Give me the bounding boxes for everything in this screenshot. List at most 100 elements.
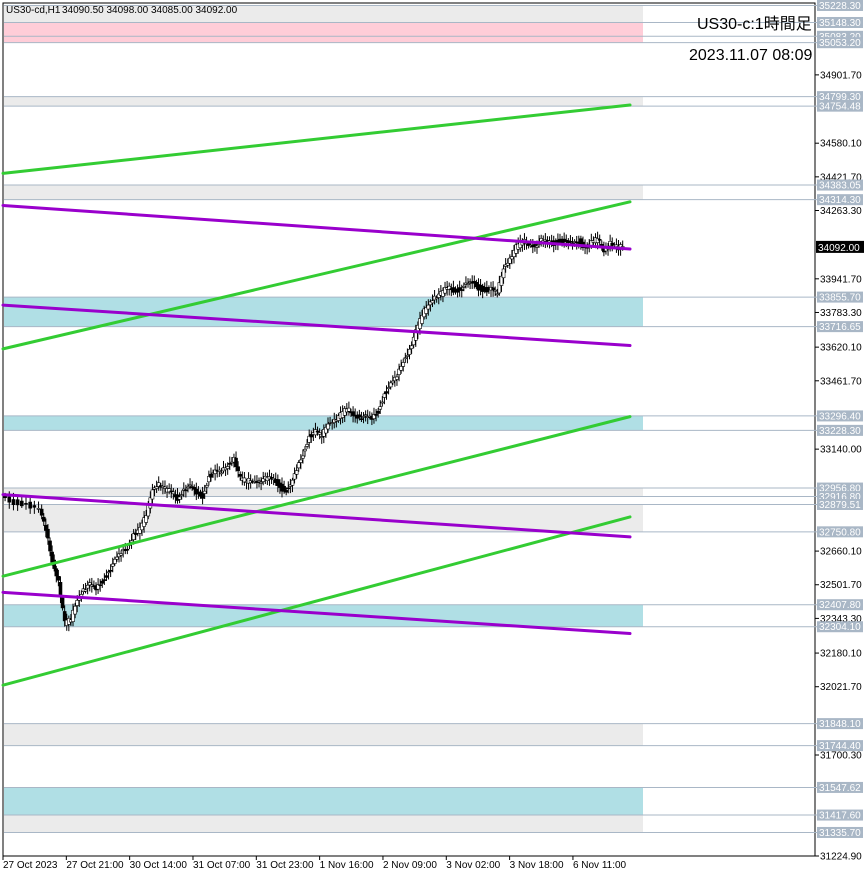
candle-body xyxy=(98,584,102,587)
trendline-green xyxy=(1,515,632,687)
candle-body xyxy=(32,505,37,508)
candle-body xyxy=(202,490,207,494)
candle-body xyxy=(395,376,399,380)
candle-body xyxy=(363,414,368,417)
candle-body xyxy=(276,479,280,486)
zone-label: 31335.70 xyxy=(819,828,861,839)
zone-rect xyxy=(4,415,643,431)
zone-label: 34754.48 xyxy=(819,102,861,113)
candle-body xyxy=(85,584,90,589)
zone-label: 33296.40 xyxy=(819,411,861,422)
candle-body xyxy=(426,304,431,310)
zone-label-box xyxy=(817,179,863,191)
zone-label-box xyxy=(817,321,863,333)
zone-label: 32879.51 xyxy=(819,500,861,511)
price-tick-label: 34580.10 xyxy=(820,139,862,150)
candle-body xyxy=(411,336,416,346)
zone-label-box xyxy=(817,100,863,112)
candle-body xyxy=(508,257,512,264)
candle-body xyxy=(441,290,445,297)
candle-body xyxy=(83,589,88,592)
candle-body xyxy=(305,444,309,447)
candle-body xyxy=(319,436,324,438)
zone-label: 32750.80 xyxy=(819,527,861,538)
candle-body xyxy=(361,416,366,418)
candle-body xyxy=(493,289,497,292)
candle-body xyxy=(50,551,54,563)
candle-body xyxy=(299,459,303,463)
time-tick-label: 3 Nov 02:00 xyxy=(446,860,500,871)
candle-body xyxy=(376,410,380,414)
candle-body xyxy=(242,477,247,483)
candle-body xyxy=(39,508,44,516)
candle-body xyxy=(413,329,418,341)
zone-label: 31848.10 xyxy=(819,719,861,730)
zone-rect xyxy=(4,22,643,43)
candle-body xyxy=(73,605,77,615)
zone-label-box xyxy=(817,621,863,633)
candle-body xyxy=(56,576,61,581)
zone-rect xyxy=(4,185,643,200)
zone-label: 32956.80 xyxy=(819,484,861,495)
candle-body xyxy=(106,571,111,574)
price-tick-label: 32180.10 xyxy=(820,649,862,660)
candle-body xyxy=(15,499,20,506)
candle-body xyxy=(292,473,297,480)
candle-body xyxy=(357,414,362,418)
candle-body xyxy=(150,489,155,500)
candle-body xyxy=(102,579,107,581)
zone-label-box xyxy=(817,194,863,206)
candle-body xyxy=(184,489,188,492)
candle-body xyxy=(384,391,389,394)
zone-label-box xyxy=(817,30,863,42)
price-tick-label: 33783.30 xyxy=(820,308,862,319)
zone-label: 35228.30 xyxy=(819,1,861,12)
candle-body xyxy=(533,244,537,246)
candle-body xyxy=(104,575,109,578)
zone-label-box xyxy=(817,826,863,838)
zone-label-box xyxy=(817,91,863,103)
zone-label: 31547.62 xyxy=(819,783,861,794)
candle-body xyxy=(382,393,387,398)
zone-label-box xyxy=(817,16,863,28)
zone-label-box xyxy=(817,599,863,611)
candle-body xyxy=(284,490,288,493)
candle-body xyxy=(217,469,222,472)
price-tick-label: 34263.30 xyxy=(820,206,862,217)
time-tick-label: 30 Oct 14:00 xyxy=(130,860,188,871)
candle-body xyxy=(227,463,232,465)
candle-body xyxy=(374,414,378,416)
candle-body xyxy=(177,496,182,500)
price-tick-label: 34901.70 xyxy=(820,70,862,81)
candle-body xyxy=(179,494,184,496)
candle-body xyxy=(261,478,266,482)
candle-body xyxy=(28,501,32,509)
candle-body xyxy=(430,300,435,304)
candle-body xyxy=(424,307,429,314)
candle-body xyxy=(351,411,355,416)
zone-label: 33716.65 xyxy=(819,322,861,333)
zone-rect xyxy=(4,604,643,627)
zone-label: 35148.30 xyxy=(819,18,861,29)
candle-body xyxy=(11,499,16,506)
candle-body xyxy=(436,293,441,298)
candle-body xyxy=(41,516,46,522)
price-tick-label: 33620.10 xyxy=(820,343,862,354)
candle-body xyxy=(505,262,510,266)
candle-body xyxy=(230,461,234,464)
candle-body xyxy=(568,241,573,243)
zone-label-box xyxy=(817,498,863,510)
candle-body xyxy=(288,484,293,487)
candle-body xyxy=(163,486,167,489)
time-tick-label: 27 Oct 2023 xyxy=(3,860,58,871)
candle-body xyxy=(372,414,376,419)
candle-body xyxy=(610,242,615,246)
zone-label: 34799.30 xyxy=(819,92,861,103)
price-tick-label: 33140.00 xyxy=(820,445,862,456)
candle-body xyxy=(119,553,123,556)
price-tick-label: 32343.30 xyxy=(820,614,862,625)
chart-datetime: 2023.11.07 08:09 xyxy=(689,47,813,64)
candle-body xyxy=(485,287,489,293)
candle-body xyxy=(428,301,433,306)
